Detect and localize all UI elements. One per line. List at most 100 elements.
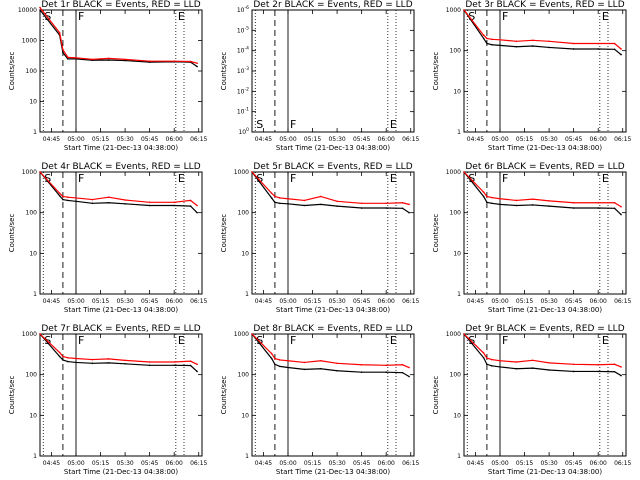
lld-point — [58, 31, 61, 34]
detector-panel-4: Det 4r BLACK = Events, RED = LLD Counts/s… — [8, 162, 208, 314]
x-tick-label: 05:30 — [540, 136, 557, 143]
events-point — [62, 51, 64, 54]
lld-point — [67, 196, 69, 199]
plot-frame — [39, 9, 203, 133]
y-tick-label: 10 — [453, 250, 461, 257]
x-tick-label: 06:15 — [190, 136, 207, 143]
events-point — [148, 204, 151, 207]
lld-point — [360, 363, 363, 366]
plot-frame — [463, 333, 627, 457]
events-point — [531, 204, 534, 206]
x-tick-label: 06:00 — [378, 298, 395, 305]
lld-point — [491, 38, 493, 41]
events-point — [491, 365, 493, 367]
y-tick-label: 10 — [241, 412, 249, 419]
marker-e-label: E — [390, 172, 397, 185]
lld-point — [91, 358, 94, 361]
events-point — [148, 364, 151, 367]
events-point — [491, 43, 493, 46]
y-tick-label: 100 — [238, 210, 250, 217]
lld-point — [515, 361, 518, 363]
events-point — [597, 370, 599, 373]
events-series-line — [39, 333, 198, 372]
y-tick-label: 1 — [33, 129, 37, 136]
lld-point — [39, 333, 41, 335]
x-tick-label: 05:00 — [491, 136, 508, 143]
marker-e-label: E — [178, 10, 185, 23]
x-tick-label: 05:00 — [279, 136, 296, 143]
lld-point — [486, 37, 488, 40]
y-tick-label: 10 — [29, 412, 37, 419]
lld-point — [463, 171, 465, 173]
events-point — [408, 211, 410, 214]
y-axis-title: Counts/sec — [220, 376, 228, 415]
lld-point — [499, 197, 501, 200]
panel-title: Det 8r BLACK = Events, RED = LLD — [253, 324, 412, 334]
events-point — [360, 207, 363, 209]
x-tick-label: 04:45 — [255, 460, 272, 467]
events-point — [196, 65, 198, 68]
y-tick-label: 10 — [241, 250, 249, 257]
x-tick-label: 06:15 — [614, 460, 631, 467]
x-tick-label: 05:30 — [540, 298, 557, 305]
y-tick-label: 1000 — [22, 38, 37, 45]
x-tick-label: 06:15 — [614, 136, 631, 143]
events-point — [274, 201, 276, 204]
x-tick-label: 05:30 — [540, 460, 557, 467]
lld-point — [482, 34, 485, 37]
y-axis-title: Counts/sec — [432, 376, 440, 415]
y-axis-title: Counts/sec — [432, 214, 440, 253]
events-series-line — [463, 9, 622, 56]
events-point — [303, 204, 306, 207]
lld-point — [401, 363, 404, 366]
x-tick-label: 05:45 — [565, 298, 582, 305]
plot-frame — [251, 9, 415, 133]
x-tick-label: 05:30 — [116, 298, 133, 305]
x-tick-label: 06:15 — [402, 460, 419, 467]
y-tick-label: 1000 — [234, 331, 249, 338]
x-tick-label: 05:45 — [141, 460, 158, 467]
panel-title: Det 3r BLACK = Events, RED = LLD — [465, 0, 624, 10]
y-axis-title: Counts/sec — [220, 214, 228, 253]
events-point — [274, 363, 276, 366]
events-series-line — [39, 171, 198, 214]
lld-point — [173, 60, 175, 62]
detector-panel-2: Det 2r BLACK = Events, RED = LLD Counts/s… — [220, 0, 420, 152]
marker-s-label: S — [44, 10, 51, 23]
y-tick-label: 100 — [26, 68, 38, 75]
events-point — [39, 9, 41, 11]
x-tick-label: 05:15 — [304, 136, 321, 143]
events-point — [408, 375, 410, 378]
events-series-line — [39, 9, 198, 68]
marker-s-label: S — [44, 334, 51, 347]
x-tick-label: 05:30 — [328, 136, 345, 143]
x-tick-label: 06:15 — [190, 460, 207, 467]
panel-title: Det 6r BLACK = Events, RED = LLD — [465, 162, 624, 172]
events-point — [613, 48, 616, 51]
lld-point — [408, 366, 410, 369]
lld-point — [189, 199, 192, 202]
events-point — [482, 195, 485, 198]
lld-point — [486, 195, 488, 198]
events-point — [279, 365, 281, 368]
marker-f-label: F — [502, 10, 508, 23]
lld-point — [148, 60, 151, 62]
x-tick-label: 05:45 — [353, 136, 370, 143]
lld-point — [548, 200, 550, 202]
y-axis-title: Counts/sec — [432, 52, 440, 91]
events-point — [401, 207, 404, 210]
x-tick-label: 06:00 — [590, 298, 607, 305]
lld-point — [620, 205, 622, 208]
lld-point — [62, 48, 64, 51]
marker-f-label: F — [78, 334, 84, 347]
events-point — [270, 357, 273, 360]
panel-title: Det 1r BLACK = Events, RED = LLD — [41, 0, 200, 10]
x-tick-label: 05:00 — [67, 460, 84, 467]
marker-s-label: S — [468, 172, 475, 185]
marker-f-label: F — [502, 334, 508, 347]
lld-point — [189, 60, 192, 63]
detector-panel-1: Det 1r BLACK = Events, RED = LLD Counts/s… — [8, 0, 208, 152]
detector-panel-7: Det 7r BLACK = Events, RED = LLD Counts/s… — [8, 324, 208, 476]
x-tick-label: 04:45 — [43, 298, 60, 305]
y-tick-label: 100 — [238, 127, 249, 136]
